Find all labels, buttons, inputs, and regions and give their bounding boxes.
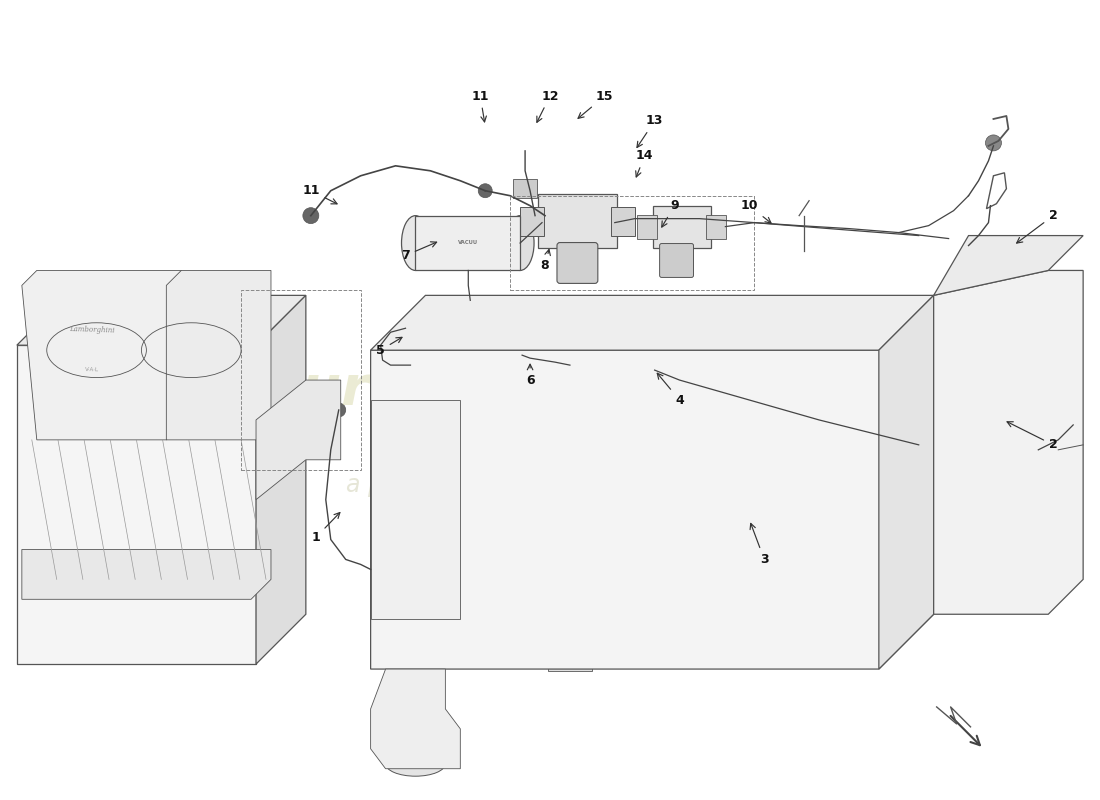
Ellipse shape bbox=[714, 370, 844, 649]
Polygon shape bbox=[22, 550, 271, 599]
Ellipse shape bbox=[381, 420, 450, 599]
FancyBboxPatch shape bbox=[652, 206, 712, 247]
Text: 9: 9 bbox=[662, 199, 679, 227]
Ellipse shape bbox=[393, 450, 438, 570]
Polygon shape bbox=[371, 669, 460, 769]
Text: 3: 3 bbox=[750, 523, 769, 566]
Text: eurorepar: eurorepar bbox=[264, 363, 576, 417]
FancyBboxPatch shape bbox=[557, 242, 597, 283]
FancyBboxPatch shape bbox=[706, 214, 726, 238]
FancyBboxPatch shape bbox=[610, 206, 635, 235]
Text: 10: 10 bbox=[740, 199, 771, 223]
Ellipse shape bbox=[402, 216, 429, 270]
Polygon shape bbox=[879, 295, 934, 669]
FancyBboxPatch shape bbox=[538, 194, 617, 247]
Polygon shape bbox=[256, 295, 306, 664]
Text: 11: 11 bbox=[472, 90, 490, 122]
Text: 5: 5 bbox=[376, 338, 402, 357]
Text: 1: 1 bbox=[311, 513, 340, 544]
Text: Lamborghini: Lamborghini bbox=[68, 326, 114, 335]
Text: 14: 14 bbox=[636, 150, 653, 177]
FancyBboxPatch shape bbox=[548, 642, 592, 671]
Circle shape bbox=[302, 208, 319, 224]
Text: 6: 6 bbox=[526, 364, 535, 386]
FancyBboxPatch shape bbox=[513, 178, 537, 198]
Ellipse shape bbox=[506, 216, 535, 270]
Polygon shape bbox=[166, 270, 271, 440]
Circle shape bbox=[478, 184, 492, 198]
Polygon shape bbox=[934, 270, 1084, 614]
Polygon shape bbox=[934, 235, 1084, 295]
Ellipse shape bbox=[585, 370, 714, 649]
Text: 8: 8 bbox=[541, 250, 550, 272]
Text: V·A·L: V·A·L bbox=[85, 367, 99, 373]
Polygon shape bbox=[371, 295, 934, 350]
Polygon shape bbox=[371, 350, 934, 669]
Polygon shape bbox=[371, 400, 460, 619]
Polygon shape bbox=[256, 380, 341, 500]
Ellipse shape bbox=[966, 420, 1050, 579]
Text: 7: 7 bbox=[402, 242, 437, 262]
FancyBboxPatch shape bbox=[637, 214, 657, 238]
Circle shape bbox=[1021, 432, 1056, 468]
Polygon shape bbox=[22, 270, 182, 440]
Polygon shape bbox=[416, 216, 520, 270]
Circle shape bbox=[986, 135, 1001, 151]
Ellipse shape bbox=[304, 390, 338, 450]
Ellipse shape bbox=[386, 751, 446, 776]
Text: 15: 15 bbox=[579, 90, 614, 118]
FancyBboxPatch shape bbox=[660, 243, 693, 278]
Text: 2: 2 bbox=[1008, 422, 1057, 451]
Circle shape bbox=[332, 403, 345, 417]
Ellipse shape bbox=[968, 286, 1048, 395]
Text: VACUU: VACUU bbox=[459, 240, 478, 245]
Text: 11: 11 bbox=[302, 184, 337, 204]
Polygon shape bbox=[16, 295, 306, 345]
Text: 13: 13 bbox=[637, 114, 663, 147]
Text: 2: 2 bbox=[1016, 209, 1057, 243]
Polygon shape bbox=[16, 345, 256, 664]
Text: a passion for cars: a passion for cars bbox=[345, 473, 556, 497]
FancyBboxPatch shape bbox=[520, 206, 544, 235]
Circle shape bbox=[515, 348, 529, 362]
Text: 4: 4 bbox=[658, 374, 684, 406]
Text: 12: 12 bbox=[537, 90, 559, 122]
Ellipse shape bbox=[455, 370, 585, 649]
